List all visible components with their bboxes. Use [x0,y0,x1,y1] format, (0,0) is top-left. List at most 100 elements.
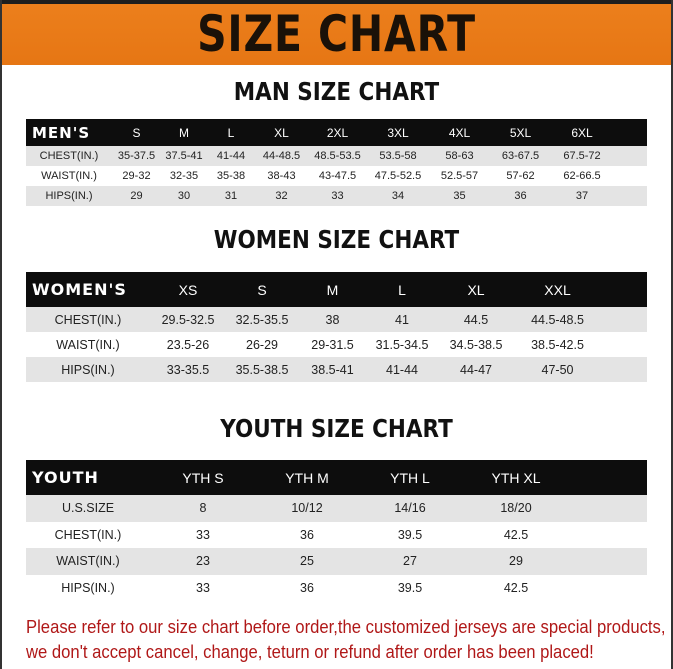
table-row: WAIST(IN.) 23 25 27 29 [26,548,647,575]
size-header: XS [150,272,226,307]
table-row: WAIST(IN.) 23.5-26 26-29 29-31.5 31.5-34.5 34… [26,332,647,357]
youth-size-table: YOUTH YTH S YTH M YTH L YTH XL U.S.SIZE 8 10/12… [26,460,647,601]
row-label: CHEST(IN.) [26,146,112,166]
measurement-cell: 44-48.5 [255,146,308,166]
measurement-cell: 44-47 [437,357,515,382]
measurement-cell: 32.5-35.5 [226,307,298,332]
table-row: CHEST(IN.) 35-37.5 37.5-41 41-44 44-48.5 48.5… [26,146,647,166]
measurement-cell: 29.5-32.5 [150,307,226,332]
frame-border-right [671,0,673,669]
row-filler [613,186,647,206]
measurement-cell: 38.5-42.5 [515,332,600,357]
measurement-cell: 36 [256,574,358,601]
row-filler [600,307,647,332]
women-size-table: WOMEN'S XS S M L XL XXL CHEST(IN.) 29.5-32.5 32.5… [26,272,647,382]
table-row: HIPS(IN.) 29 30 31 32 33 34 35 36 37 [26,186,647,206]
measurement-cell: 14/16 [358,495,462,522]
size-header: M [298,272,367,307]
measurement-cell: 44.5-48.5 [515,307,600,332]
measurement-cell: 33 [150,574,256,601]
size-header: XL [437,272,515,307]
top-border [0,0,673,4]
row-filler [570,521,647,548]
measurement-cell: 37 [551,186,613,206]
table-row: HIPS(IN.) 33-35.5 35.5-38.5 38.5-41 41-44 44-… [26,357,647,382]
women-section-title: WOMEN SIZE CHART [213,225,460,254]
table-row: CHEST(IN.) 29.5-32.5 32.5-35.5 38 41 44.5 44.5… [26,307,647,332]
table-row: HIPS(IN.) 33 36 39.5 42.5 [26,574,647,601]
measurement-cell: 33 [308,186,367,206]
measurement-cell: 42.5 [462,521,570,548]
measurement-cell: 33-35.5 [150,357,226,382]
measurement-cell: 44.5 [437,307,515,332]
measurement-cell: 48.5-53.5 [308,146,367,166]
row-filler [570,495,647,522]
size-header: YTH S [150,460,256,495]
size-header: 6XL [551,119,613,146]
size-header: 5XL [490,119,551,146]
measurement-cell: 25 [256,548,358,575]
youth-section-title: YOUTH SIZE CHART [220,414,453,443]
measurement-cell: 53.5-58 [367,146,429,166]
size-header: YTH M [256,460,358,495]
row-filler [600,357,647,382]
size-header: XL [255,119,308,146]
size-header: YTH L [358,460,462,495]
frame-border-left [0,0,2,669]
measurement-cell: 42.5 [462,574,570,601]
header-label: YOUTH [26,460,150,495]
row-label: HIPS(IN.) [26,574,150,601]
measurement-cell: 29-32 [112,166,161,186]
measurement-cell: 36 [490,186,551,206]
measurement-cell: 43-47.5 [308,166,367,186]
measurement-cell: 23.5-26 [150,332,226,357]
size-header: M [161,119,207,146]
measurement-cell: 36 [256,521,358,548]
header-label: MEN'S [26,119,112,146]
header-filler [600,272,647,307]
row-label: HIPS(IN.) [26,357,150,382]
table-header-row: YOUTH YTH S YTH M YTH L YTH XL [26,460,647,495]
row-label: CHEST(IN.) [26,307,150,332]
table-row: CHEST(IN.) 33 36 39.5 42.5 [26,521,647,548]
measurement-cell: 57-62 [490,166,551,186]
size-header: L [207,119,255,146]
measurement-cell: 31.5-34.5 [367,332,437,357]
measurement-cell: 38 [298,307,367,332]
row-label: CHEST(IN.) [26,521,150,548]
measurement-cell: 29 [462,548,570,575]
measurement-cell: 27 [358,548,462,575]
size-header: L [367,272,437,307]
size-header: 2XL [308,119,367,146]
measurement-cell: 39.5 [358,521,462,548]
measurement-cell: 47.5-52.5 [367,166,429,186]
row-filler [570,548,647,575]
measurement-cell: 8 [150,495,256,522]
measurement-cell: 41-44 [207,146,255,166]
measurement-cell: 58-63 [429,146,490,166]
measurement-cell: 37.5-41 [161,146,207,166]
measurement-cell: 18/20 [462,495,570,522]
header-filler [570,460,647,495]
measurement-cell: 39.5 [358,574,462,601]
measurement-cell: 33 [150,521,256,548]
measurement-cell: 34.5-38.5 [437,332,515,357]
measurement-cell: 31 [207,186,255,206]
measurement-cell: 30 [161,186,207,206]
measurement-cell: 29-31.5 [298,332,367,357]
measurement-cell: 35-38 [207,166,255,186]
men-size-table: MEN'S S M L XL 2XL 3XL 4XL 5XL 6XL CHEST(IN.) 35-37… [26,119,647,206]
measurement-cell: 26-29 [226,332,298,357]
measurement-cell: 38-43 [255,166,308,186]
men-section-title: MAN SIZE CHART [233,77,440,106]
measurement-cell: 41-44 [367,357,437,382]
size-header: S [226,272,298,307]
row-label: WAIST(IN.) [26,166,112,186]
banner: SIZE CHART [0,4,673,65]
measurement-cell: 34 [367,186,429,206]
order-notice: Please refer to our size chart before or… [26,614,665,664]
row-label: WAIST(IN.) [26,332,150,357]
measurement-cell: 47-50 [515,357,600,382]
measurement-cell: 63-67.5 [490,146,551,166]
measurement-cell: 41 [367,307,437,332]
